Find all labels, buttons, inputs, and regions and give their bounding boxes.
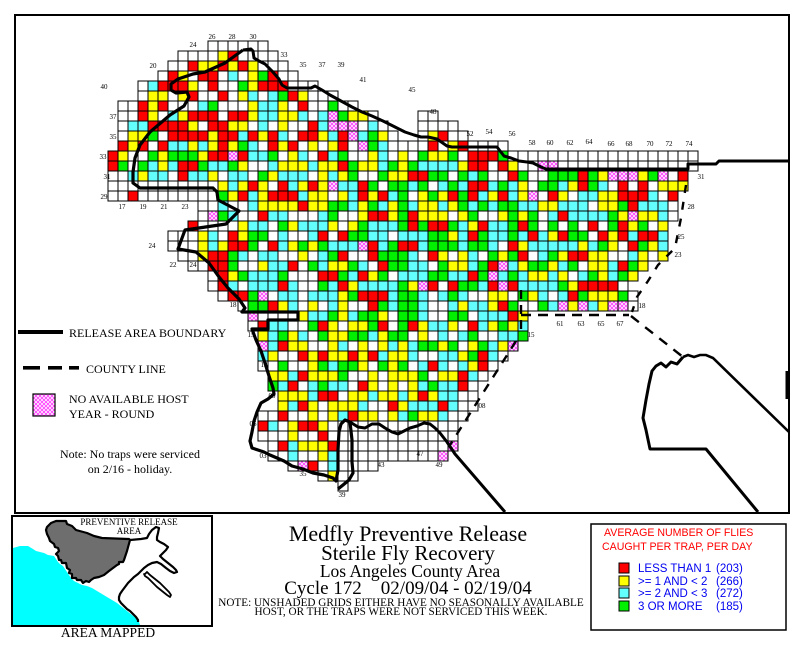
svg-text:3 OR MORE: 3 OR MORE	[638, 601, 703, 613]
svg-text:23: 23	[182, 203, 190, 211]
svg-text:74: 74	[686, 140, 694, 148]
svg-text:(185): (185)	[716, 601, 743, 613]
svg-text:CAUGHT PER TRAP, PER DAY: CAUGHT PER TRAP, PER DAY	[602, 541, 753, 553]
svg-text:20: 20	[150, 62, 158, 70]
svg-text:41: 41	[360, 76, 368, 84]
svg-text:61: 61	[557, 320, 565, 328]
svg-text:68: 68	[626, 140, 634, 148]
svg-text:37: 37	[319, 61, 327, 69]
svg-text:09: 09	[269, 392, 277, 400]
svg-text:COUNTY LINE: COUNTY LINE	[86, 362, 166, 376]
svg-text:YEAR - ROUND: YEAR - ROUND	[69, 407, 155, 421]
svg-text:66: 66	[608, 140, 616, 148]
svg-text:25: 25	[678, 233, 686, 241]
svg-text:33: 33	[281, 51, 289, 59]
svg-text:Note: No traps were serviced: Note: No traps were serviced	[60, 447, 200, 461]
svg-text:39: 39	[339, 491, 347, 499]
svg-text:56: 56	[509, 130, 517, 138]
svg-text:NOTE: UNSHADED GRIDS EITHER HA: NOTE: UNSHADED GRIDS EITHER HAVE NO SEAS…	[218, 597, 584, 609]
svg-text:28: 28	[688, 203, 696, 211]
svg-text:31: 31	[698, 173, 706, 181]
svg-text:35: 35	[110, 133, 118, 141]
svg-text:49: 49	[436, 461, 444, 469]
svg-text:48: 48	[430, 108, 438, 116]
svg-text:28: 28	[229, 33, 237, 41]
svg-text:60: 60	[547, 139, 555, 147]
svg-text:33: 33	[100, 153, 108, 161]
svg-text:64: 64	[586, 138, 594, 146]
svg-text:65: 65	[598, 320, 606, 328]
svg-text:24: 24	[149, 242, 157, 250]
svg-text:15: 15	[528, 331, 536, 339]
svg-text:HOST, OR THE TRAPS WERE NOT SE: HOST, OR THE TRAPS WERE NOT SERVICED THI…	[255, 606, 548, 618]
svg-text:AREA: AREA	[117, 526, 142, 536]
svg-text:(203): (203)	[716, 563, 743, 575]
svg-text:24: 24	[190, 261, 198, 269]
svg-text:29: 29	[101, 193, 109, 201]
svg-text:31: 31	[104, 173, 112, 181]
svg-text:67: 67	[617, 320, 625, 328]
svg-text:70: 70	[647, 140, 655, 148]
svg-text:(266): (266)	[716, 576, 743, 588]
svg-text:18: 18	[230, 301, 238, 309]
svg-text:Cycle 172 02/09/04 - 02/19/: Cycle 172 02/09/04 - 02/19/04	[284, 578, 532, 599]
svg-text:39: 39	[338, 61, 346, 69]
svg-text:43: 43	[378, 461, 386, 469]
svg-text:AREA MAPPED: AREA MAPPED	[61, 625, 155, 640]
svg-text:63: 63	[578, 320, 586, 328]
svg-text:LESS THAN 1: LESS THAN 1	[638, 563, 711, 575]
svg-text:06: 06	[250, 420, 258, 428]
svg-text:RELEASE AREA BOUNDARY: RELEASE AREA BOUNDARY	[69, 326, 227, 340]
svg-text:30: 30	[250, 33, 258, 41]
svg-text:17: 17	[119, 203, 127, 211]
svg-text:15: 15	[248, 331, 256, 339]
svg-text:>= 1 AND < 2: >= 1 AND < 2	[638, 576, 707, 588]
svg-text:on 2/16 - holiday.: on 2/16 - holiday.	[88, 462, 173, 476]
svg-text:12: 12	[261, 361, 269, 369]
svg-text:(272): (272)	[716, 588, 743, 600]
svg-text:18: 18	[639, 302, 647, 310]
svg-text:35: 35	[300, 61, 308, 69]
svg-text:22: 22	[170, 261, 178, 269]
svg-text:Sterile Fly Recovery: Sterile Fly Recovery	[321, 541, 495, 565]
svg-text:40: 40	[101, 83, 109, 91]
svg-text:45: 45	[409, 86, 417, 94]
svg-text:PREVENTIVE RELEASE: PREVENTIVE RELEASE	[80, 517, 178, 527]
svg-text:24: 24	[190, 41, 198, 49]
svg-text:37: 37	[110, 113, 118, 121]
svg-text:72: 72	[666, 140, 674, 148]
svg-text:21: 21	[161, 203, 169, 211]
svg-text:26: 26	[209, 33, 217, 41]
svg-text:47: 47	[417, 450, 425, 458]
svg-text:58: 58	[529, 139, 537, 147]
svg-text:Medfly Preventive Release: Medfly Preventive Release	[289, 521, 527, 546]
svg-text:03: 03	[260, 452, 268, 460]
svg-text:62: 62	[567, 139, 575, 147]
svg-text:Los Angeles County Area: Los Angeles County Area	[320, 561, 501, 581]
svg-text:>= 2 AND < 3: >= 2 AND < 3	[638, 588, 707, 600]
svg-text:AVERAGE NUMBER OF FLIES: AVERAGE NUMBER OF FLIES	[604, 527, 753, 539]
svg-text:23: 23	[675, 251, 683, 259]
svg-text:08: 08	[479, 402, 487, 410]
svg-text:35: 35	[300, 470, 308, 478]
svg-text:19: 19	[140, 203, 148, 211]
svg-text:52: 52	[467, 130, 475, 138]
svg-text:54: 54	[486, 128, 494, 136]
svg-text:NO AVAILABLE HOST: NO AVAILABLE HOST	[69, 392, 189, 406]
